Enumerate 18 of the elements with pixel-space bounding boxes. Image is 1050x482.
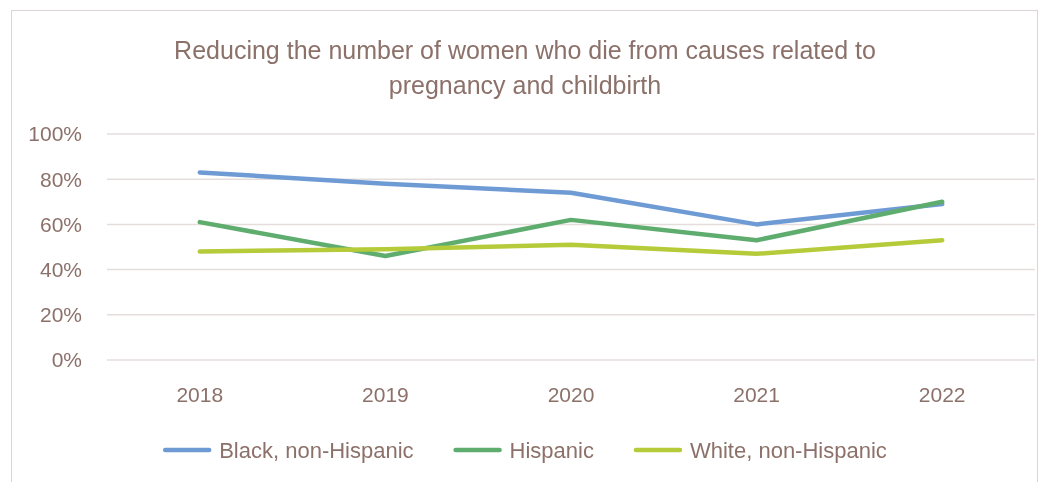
- y-tick-label: 40%: [39, 257, 82, 281]
- y-tick-label: 20%: [39, 303, 82, 327]
- y-tick-label: 100%: [28, 122, 82, 146]
- y-tick-label: 80%: [39, 167, 82, 191]
- y-tick-label: 60%: [39, 212, 82, 236]
- line-series: [197, 170, 945, 227]
- x-tick-label: 2020: [547, 383, 595, 407]
- x-tick-label: 2022: [918, 383, 966, 407]
- line-series: [197, 199, 945, 259]
- legend-label: Black, non-Hispanic: [219, 437, 414, 463]
- x-tick-label: 2019: [362, 383, 409, 407]
- y-tick-label: 0%: [51, 348, 82, 372]
- line-series: [197, 237, 945, 257]
- chart-title: Reducing the number of women who die from causes related to pregnancy and childbirth: [174, 36, 876, 99]
- x-tick-label: 2021: [733, 383, 780, 407]
- legend-label: Hispanic: [509, 437, 594, 463]
- legend-label: White, non-Hispanic: [689, 437, 887, 463]
- x-tick-label: 2018: [176, 383, 224, 407]
